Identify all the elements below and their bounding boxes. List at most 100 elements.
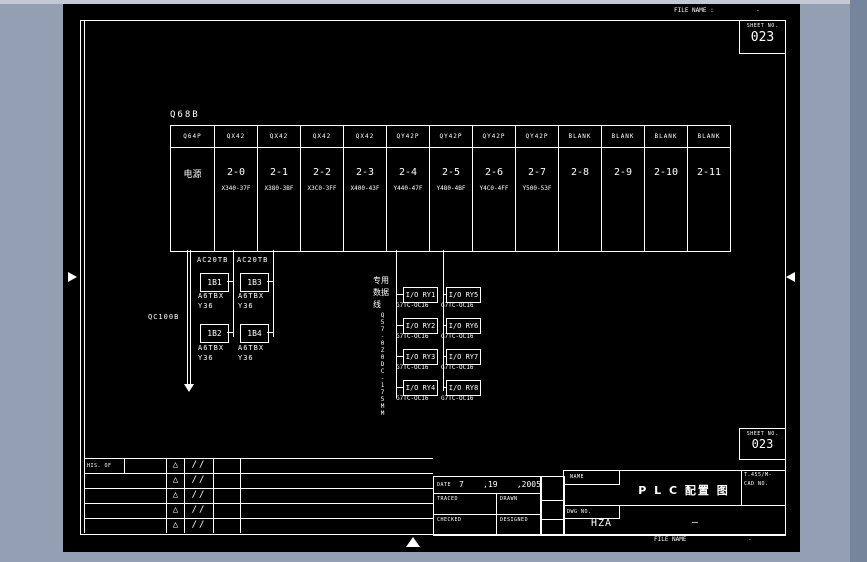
cad-no-line2: CAD NO. [744, 481, 769, 487]
revision-slashes: // [185, 459, 214, 473]
rack-col-slot: 2-0 [226, 167, 246, 178]
rack-col-slot: 2-11 [696, 167, 722, 178]
ac20tb-header-2: AC20TB [237, 256, 269, 264]
relay-bus-1 [396, 250, 397, 398]
rack-column: QX42 2-3 X400-43F [343, 126, 386, 251]
rack-col-header: BLANK [602, 126, 644, 148]
sheet-no-label: SHEET NO. [746, 23, 779, 29]
rack-column: BLANK 2-8 [558, 126, 601, 251]
stub-ry5 [443, 294, 446, 295]
terminal-model: Y36 [198, 302, 214, 310]
terminal-model: A6TBX [198, 344, 225, 352]
rack-column: QY42P 2-7 Y500-53F [515, 126, 558, 251]
revision-slashes: // [185, 504, 214, 518]
rack-col-addr: X3C0-3FF [307, 185, 337, 192]
cad-no-cell: T.455/M- CAD NO. [741, 471, 785, 505]
top-file-label: FILE NAME : [674, 7, 714, 14]
terminal-bus-1 [233, 250, 234, 337]
name-label: NAME [570, 474, 585, 480]
rack-column: QX42 2-0 X340-37F [214, 126, 257, 251]
qc100b-cable-label: QC100B [148, 313, 180, 321]
rack-col-slot: 2-9 [613, 167, 633, 178]
relay-block-ry7: I/O RY7 [446, 349, 481, 365]
desktop-top-strip [0, 0, 867, 4]
stub-ry1 [396, 294, 403, 295]
rack-col-slot: 2-8 [570, 167, 590, 178]
relay-model: G7TC-OC16 [396, 364, 429, 371]
rack-col-slot: 2-7 [527, 167, 547, 178]
relay-block-ry4: I/O RY4 [403, 380, 438, 396]
relay-model: G7TC-OC16 [396, 395, 429, 402]
stub-1b4 [267, 332, 273, 333]
stub-ry8 [443, 387, 446, 388]
terminal-block-1b4: 1B4 [240, 324, 269, 343]
rack-col-header: QX42 [215, 126, 257, 148]
terminal-block-label: 1B4 [247, 329, 262, 338]
relay-bus-2 [443, 250, 444, 391]
dwg-no-value: HZA [591, 518, 613, 529]
rack-col-addr: Y480-4BF [436, 185, 466, 192]
relay-model: G7TC-OC16 [441, 364, 474, 371]
revision-row: △ // [84, 518, 433, 533]
rack-col-header: QY42P [473, 126, 515, 148]
stub-1b2 [227, 332, 233, 333]
rack-col-header: QX42 [301, 126, 343, 148]
stub-1b3 [267, 281, 273, 282]
stub-1b1 [227, 281, 233, 282]
rack-col-slot: 2-10 [653, 167, 679, 178]
dwg-no-dash: — [692, 517, 699, 528]
stub-ry4 [396, 387, 403, 388]
rack-col-header: QX42 [258, 126, 300, 148]
name-tab: NAME [564, 471, 620, 485]
revision-marker-icon: △ [167, 504, 185, 518]
sheet-no-label: SHEET NO. [746, 431, 779, 437]
revision-marker-icon: △ [167, 459, 185, 473]
stub-ry6 [443, 325, 446, 326]
stub-ry7 [443, 356, 446, 357]
stub-ry3 [396, 356, 403, 357]
sign-cell-label: CHECKED [437, 517, 462, 523]
relay-block-label: I/O RY7 [448, 353, 479, 361]
center-mark-left-icon [68, 272, 77, 282]
rack-col-addr: Y4C0-4FF [479, 185, 509, 192]
drawing-sheet: FILE NAME : - FILE NAME - SHEET NO. 023 … [63, 4, 800, 552]
terminal-block-label: 1B1 [207, 278, 222, 287]
rack-col-header: BLANK [645, 126, 687, 148]
revision-row: △ // [84, 488, 433, 503]
rack-column: BLANK 2-9 [601, 126, 644, 251]
drawing-title: P L C 配置 图 [638, 484, 730, 497]
relay-block-ry6: I/O RY6 [446, 318, 481, 334]
frame-inner-left-line [84, 20, 85, 533]
relay-model: G7TC-OC16 [396, 302, 429, 309]
relay-block-ry1: I/O RY1 [403, 287, 438, 303]
center-mark-bottom-icon [406, 537, 420, 547]
bottom-file-value: - [748, 536, 752, 543]
bottom-file-label: FILE NAME [654, 536, 687, 543]
revision-header: HIS. OF [87, 463, 112, 469]
terminal-model: A6TBX [198, 292, 225, 300]
rack-col-header: QY42P [387, 126, 429, 148]
date-value: 7 ,19 ,2005 [459, 480, 541, 489]
rack-col-addr: X380-3BF [264, 185, 294, 192]
relay-block-ry3: I/O RY3 [403, 349, 438, 365]
rack-column: BLANK 2-11 [687, 126, 730, 251]
revision-marker-icon: △ [167, 519, 185, 533]
terminal-block-1b1: 1B1 [200, 273, 229, 292]
relay-block-label: I/O RY4 [405, 384, 436, 392]
rack-col-slot: 2-4 [398, 167, 418, 178]
data-cable-label-cn: 专用 [373, 276, 389, 285]
relay-block-label: I/O RY3 [405, 353, 436, 361]
rack-col-slot: 2-3 [355, 167, 375, 178]
rack-col-slot: 2-6 [484, 167, 504, 178]
center-mark-right-icon [786, 272, 795, 282]
revision-slashes: // [185, 519, 214, 533]
terminal-block-label: 1B2 [207, 329, 222, 338]
relay-block-ry8: I/O RY8 [446, 380, 481, 396]
rack-column: BLANK 2-10 [644, 126, 687, 251]
sign-cell-label: TRACED [437, 496, 459, 502]
dwg-no-tab: DWG NO. [564, 506, 620, 519]
revision-slashes: // [185, 489, 214, 503]
relay-block-label: I/O RY5 [448, 291, 479, 299]
terminal-model: Y36 [238, 354, 254, 362]
qc100b-line2 [190, 250, 191, 386]
